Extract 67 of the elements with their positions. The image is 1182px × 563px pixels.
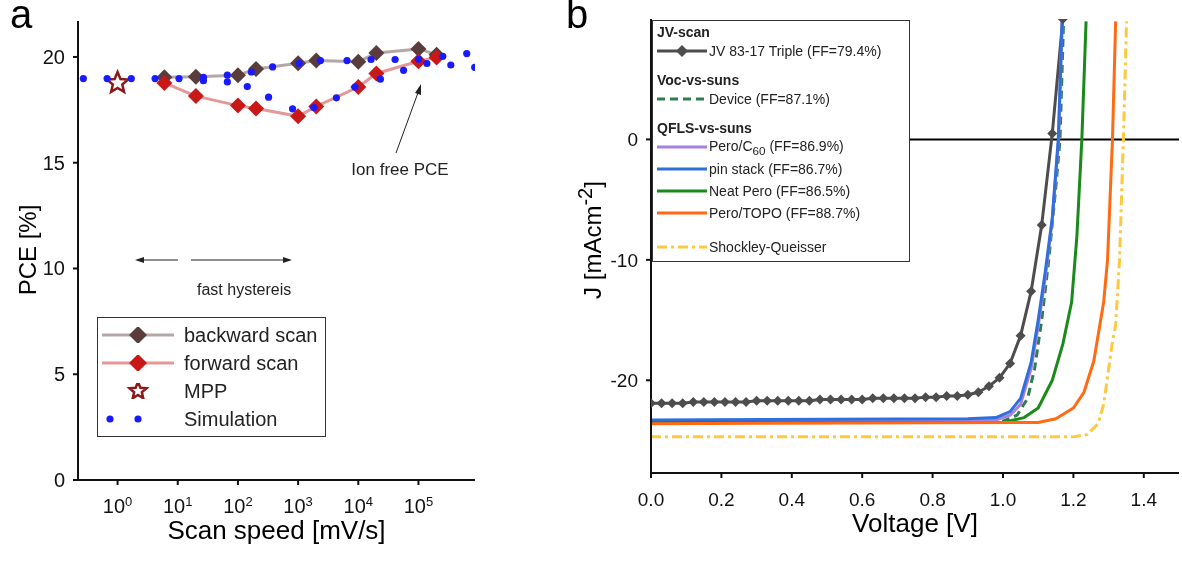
- legend-label: Pero/TOPO (FF=88.7%): [709, 205, 861, 221]
- x-tick-label: 10$^{4}$: [343, 493, 374, 517]
- x-tick-label: 1.2: [1060, 489, 1087, 510]
- point: [857, 394, 868, 405]
- x-tick-label: 0.6: [848, 489, 876, 510]
- point: [656, 398, 667, 409]
- point: [1005, 358, 1016, 369]
- y-tick-label: 20: [42, 45, 65, 68]
- point: [994, 372, 1005, 383]
- point: [899, 393, 910, 404]
- legend-label: Neat Pero (FF=86.5%): [709, 183, 851, 199]
- legend-label: Pero/C$_{60}$ (FF=86.9%): [709, 137, 844, 157]
- y-tick-label: -10: [610, 249, 638, 271]
- x-tick-label: 10$^{2}$: [223, 493, 253, 517]
- point: [814, 394, 825, 405]
- point: [1015, 330, 1026, 341]
- point: [867, 393, 878, 404]
- point: [920, 392, 931, 403]
- point: [878, 393, 889, 404]
- point: [783, 395, 794, 406]
- x-tick-label: 10$^{5}$: [403, 493, 434, 517]
- y-tick-label: 0: [627, 129, 638, 151]
- annotation: fast hystereis: [197, 281, 292, 299]
- legend-label: Shockley-Queisser: [709, 239, 827, 255]
- legend-label: Device (FF=87.1%): [709, 91, 830, 107]
- x-tick-label: 1.4: [1130, 489, 1158, 510]
- legend-label: backward scan: [184, 323, 318, 347]
- y-tick-label: 5: [53, 363, 65, 386]
- annotation: Voc-vs-suns: [657, 72, 741, 88]
- y-tick-label: 10: [42, 257, 65, 280]
- y-axis-title: PCE [%]: [14, 204, 42, 296]
- x-axis-title: Scan speed [mV/s]: [167, 515, 386, 545]
- y-tick-label: 15: [42, 151, 65, 174]
- legend-label: forward scan: [184, 351, 299, 375]
- point: [772, 395, 783, 406]
- y-tick-label: 0: [53, 469, 65, 491]
- point: [931, 392, 942, 403]
- annotation: Ion free PCE: [351, 160, 449, 180]
- x-tick-label: 0.0: [637, 489, 665, 510]
- point: [983, 381, 994, 392]
- legend-label: pin stack (FF=86.7%): [709, 161, 843, 177]
- x-tick-label: 1.0: [989, 489, 1017, 510]
- point: [973, 387, 984, 398]
- x-tick-label: 10$^{1}$: [163, 493, 193, 517]
- point: [730, 396, 741, 407]
- x-tick-label: 10$^{3}$: [283, 493, 313, 517]
- annotation: QFLS-vs-suns: [657, 120, 753, 136]
- point: [751, 395, 762, 406]
- point: [941, 390, 952, 401]
- point: [709, 396, 720, 407]
- x-axis-title: Voltage [V]: [852, 508, 978, 538]
- chart-title: a: [10, 0, 33, 37]
- point: [677, 398, 688, 409]
- point: [910, 393, 920, 404]
- point: [1047, 128, 1058, 139]
- legend-label: JV 83-17 Triple (FF=79.4%): [709, 43, 882, 59]
- x-tick-label: 10$^{0}$: [102, 493, 133, 517]
- x-tick-label: 0.8: [919, 489, 946, 510]
- point: [962, 389, 973, 400]
- point: [1026, 286, 1037, 297]
- legend-label: Simulation: [184, 407, 278, 431]
- annotation: JV-scan: [657, 24, 711, 40]
- legend-label: MPP: [184, 379, 228, 403]
- x-tick-label: 0.2: [708, 489, 735, 510]
- point: [804, 395, 815, 406]
- x-tick-label: 0.4: [778, 489, 806, 510]
- y-tick-label: -20: [610, 370, 638, 392]
